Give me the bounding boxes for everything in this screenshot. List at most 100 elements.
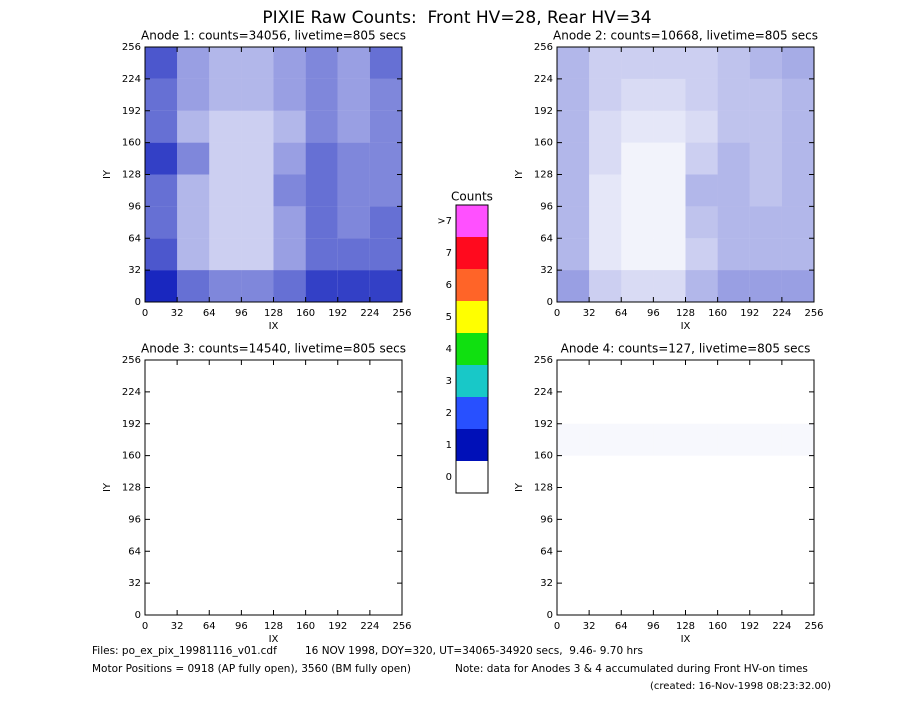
colorbar-label: 6 — [446, 280, 452, 291]
x-axis-label: IX — [269, 634, 279, 645]
heatmap-cell — [274, 551, 306, 583]
heatmap-cell — [750, 424, 782, 456]
heatmap-cell — [241, 174, 274, 207]
heatmap-cell — [369, 270, 402, 302]
y-tick-label: 64 — [540, 546, 553, 557]
heatmap-cell — [241, 78, 274, 111]
heatmap-cell — [686, 424, 718, 456]
heatmap-cell — [781, 174, 814, 207]
heatmap-cell — [370, 360, 402, 392]
colorbar-cell — [456, 429, 488, 461]
x-tick-label: 224 — [772, 621, 791, 632]
heatmap-cell — [749, 47, 782, 79]
heatmap-cell — [337, 142, 370, 175]
heatmap-cell — [718, 488, 750, 520]
heatmap-cell — [369, 142, 402, 175]
heatmap-cell — [686, 583, 718, 615]
heatmap-cell — [749, 78, 782, 111]
heatmap-cell — [273, 142, 306, 175]
heatmap-cell — [685, 78, 718, 111]
heatmap-cell — [782, 583, 814, 615]
colorbar-cell — [456, 461, 488, 493]
heatmap-cell — [718, 551, 750, 583]
heatmap-cell — [209, 360, 241, 392]
y-tick-label: 0 — [547, 610, 553, 621]
x-axis-label: IX — [681, 634, 691, 645]
heatmap-cell — [718, 360, 750, 392]
heatmap-cell — [145, 206, 178, 239]
heatmap-cell — [370, 456, 402, 488]
colorbar-cell — [456, 397, 488, 429]
colorbar-cell — [456, 333, 488, 365]
heatmap-cell — [749, 142, 782, 175]
y-tick-label: 192 — [534, 106, 553, 117]
x-tick-label: 128 — [676, 621, 695, 632]
heatmap-cell — [653, 238, 686, 271]
heatmap-cell — [749, 206, 782, 239]
y-tick-label: 64 — [128, 546, 141, 557]
heatmap-cell — [557, 519, 589, 551]
heatmap-cell — [338, 519, 370, 551]
heatmap-cell — [274, 392, 306, 424]
heatmap-cell — [209, 47, 242, 79]
heatmap-cell — [177, 456, 209, 488]
heatmap-cell — [557, 174, 590, 207]
heatmap-cell — [718, 519, 750, 551]
x-tick-label: 160 — [296, 308, 315, 319]
y-tick-label: 0 — [547, 297, 553, 308]
x-tick-label: 96 — [235, 621, 248, 632]
heatmap-cell — [209, 488, 241, 520]
heatmap-cell — [750, 456, 782, 488]
y-tick-label: 96 — [540, 201, 553, 212]
x-tick-label: 128 — [264, 308, 283, 319]
heatmap-cell — [557, 488, 589, 520]
heatmap-cell — [685, 174, 718, 207]
heatmap-cell — [750, 360, 782, 392]
heatmap-cell — [370, 424, 402, 456]
heatmap-cell — [782, 360, 814, 392]
heatmap-cell — [653, 551, 685, 583]
colorbar-label: 0 — [446, 472, 452, 483]
heatmap-cell — [557, 456, 589, 488]
heatmap-cell — [557, 424, 589, 456]
heatmap-cell — [209, 110, 242, 143]
heatmap-cell — [369, 238, 402, 271]
heatmap-cell — [177, 142, 210, 175]
heatmap-cell — [686, 551, 718, 583]
heatmap-cell — [273, 206, 306, 239]
heatmap-cell — [337, 270, 370, 302]
heatmap-cell — [557, 206, 590, 239]
x-tick-label: 192 — [740, 621, 759, 632]
y-tick-label: 192 — [122, 106, 141, 117]
heatmap-cell — [685, 206, 718, 239]
heatmap-cell — [589, 238, 622, 271]
heatmap-cell — [241, 551, 273, 583]
y-tick-label: 32 — [540, 265, 553, 276]
heatmap-cell — [145, 456, 177, 488]
heatmap-cell — [274, 424, 306, 456]
heatmap-cell — [621, 270, 654, 302]
heatmap-cell — [781, 78, 814, 111]
x-tick-label: 64 — [615, 308, 628, 319]
x-tick-label: 0 — [142, 621, 148, 632]
heatmap-cell — [209, 519, 241, 551]
heatmap-cell — [209, 238, 242, 271]
heatmap-cell — [306, 424, 338, 456]
y-tick-label: 128 — [534, 483, 553, 494]
heatmap-cell — [177, 392, 209, 424]
y-tick-label: 0 — [135, 297, 141, 308]
heatmap-cell — [621, 110, 654, 143]
heatmap-cell — [653, 270, 686, 302]
colorbar-label: 7 — [446, 248, 452, 259]
heatmap-cell — [241, 519, 273, 551]
heatmap-cell — [177, 206, 210, 239]
footer-note: Note: data for Anodes 3 & 4 accumulated … — [455, 663, 808, 675]
heatmap-cell — [589, 360, 621, 392]
heatmap-cell — [557, 78, 590, 111]
heatmap-cell — [305, 174, 338, 207]
heatmap-cell — [241, 488, 273, 520]
heatmap-cell — [589, 206, 622, 239]
heatmap-cell — [653, 456, 685, 488]
heatmap-cell — [557, 142, 590, 175]
colorbar-frame — [455, 204, 489, 494]
